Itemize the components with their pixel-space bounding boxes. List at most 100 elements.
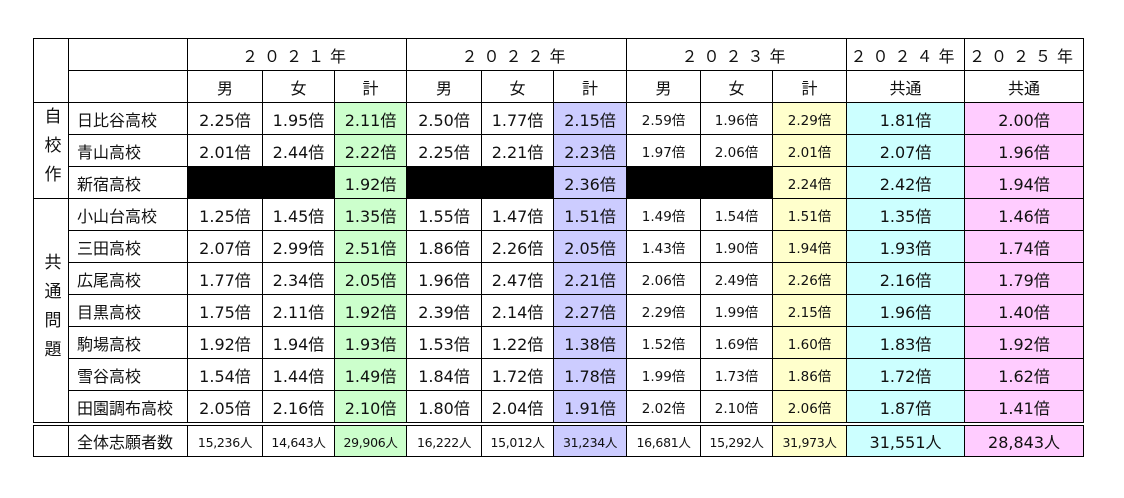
ratio-cell: 2.36倍 xyxy=(553,166,628,199)
ratio-cell: 1.99倍 xyxy=(700,294,774,327)
total-cell: 31,234人 xyxy=(553,422,628,457)
ratio-cell: 2.05倍 xyxy=(187,390,263,425)
ratio-cell: 1.49倍 xyxy=(333,358,408,391)
sub-header-row: 男女計男女計男女計共通 共通 xyxy=(34,70,1085,103)
sub-header: 男 xyxy=(187,70,263,103)
ratio-cell: 1.83倍 xyxy=(846,326,966,359)
ratio-cell: 2.39倍 xyxy=(406,294,483,327)
ratio-cell: 1.47倍 xyxy=(481,198,555,231)
total-cell: 29,906人 xyxy=(333,422,408,457)
sub-header: 計 xyxy=(333,70,408,103)
ratio-cell: 2.15倍 xyxy=(553,102,628,135)
ratio-cell: 2.24倍 xyxy=(772,166,848,199)
ratio-cell: 2.16倍 xyxy=(262,390,335,425)
ratio-cell: 1.60倍 xyxy=(772,326,848,359)
school-name: 日比谷高校 xyxy=(68,102,188,135)
ratio-cell: 1.38倍 xyxy=(553,326,628,359)
ratio-cell: 2.01倍 xyxy=(772,134,848,167)
total-cell: 15,236人 xyxy=(187,422,263,457)
ratio-cell: 2.59倍 xyxy=(626,102,702,135)
ratio-cell: 1.74倍 xyxy=(964,230,1085,263)
blank-cell xyxy=(262,166,335,199)
ratio-cell: 2.51倍 xyxy=(333,230,408,263)
ratio-cell: 1.81倍 xyxy=(846,102,966,135)
ratio-cell: 2.21倍 xyxy=(553,262,628,295)
empty-cell xyxy=(68,70,188,103)
ratio-cell: 2.99倍 xyxy=(262,230,335,263)
ratio-cell: 1.94倍 xyxy=(964,166,1085,199)
school-name: 小山台高校 xyxy=(68,198,188,231)
school-row: 三田高校 2.07倍 2.99倍 2.51倍 1.86倍 2.26倍 2.05倍 1.43倍 1… xyxy=(34,230,1085,263)
total-cell: 14,643人 xyxy=(262,422,335,457)
blank-cell xyxy=(187,166,263,199)
ratio-cell: 2.21倍 xyxy=(481,134,555,167)
ratio-cell: 2.29倍 xyxy=(772,102,848,135)
ratio-cell: 2.23倍 xyxy=(553,134,628,167)
ratio-cell: 1.86倍 xyxy=(772,358,848,391)
blank-cell xyxy=(700,166,774,199)
school-name: 広尾高校 xyxy=(68,262,188,295)
ratio-cell: 1.91倍 xyxy=(553,390,628,425)
ratio-cell: 2.44倍 xyxy=(262,134,335,167)
ratio-cell: 1.79倍 xyxy=(964,262,1085,295)
ratio-cell: 1.49倍 xyxy=(626,198,702,231)
ratio-cell: 2.25倍 xyxy=(187,102,263,135)
school-row: 自校作 日比谷高校 2.25倍 1.95倍 2.11倍 2.50倍 1.77倍 2.15倍 2.… xyxy=(33,102,1085,199)
ratio-cell: 2.42倍 xyxy=(846,166,966,199)
ratio-cell: 2.10倍 xyxy=(333,390,408,425)
ratio-cell: 2.06倍 xyxy=(772,390,848,425)
total-cell: 15,292人 xyxy=(700,422,774,457)
ratio-cell: 1.55倍 xyxy=(406,198,483,231)
school-row: 新宿高校 1.92倍 2.36倍 2.24倍 2.42倍 1.94倍 xyxy=(34,166,1085,199)
school-name: 新宿高校 xyxy=(68,166,188,199)
school-name: 目黒高校 xyxy=(68,294,188,327)
ratio-cell: 2.00倍 xyxy=(964,102,1085,135)
school-row: 駒場高校 1.92倍 1.94倍 1.93倍 1.53倍 1.22倍 1.38倍 1.52倍 1… xyxy=(34,326,1085,359)
ratio-cell: 1.96倍 xyxy=(964,134,1085,167)
school-row: 目黒高校 1.75倍 2.11倍 1.92倍 2.39倍 2.14倍 2.27倍 2.29倍 1… xyxy=(34,294,1085,327)
ratio-cell: 1.92倍 xyxy=(333,294,408,327)
table-body: ２０２１年 ２０２２年 ２０２３年 ２０２４年 ２０２５年男女計男女計男女計共通 共通 自校… xyxy=(33,38,1085,457)
total-cell: 16,222人 xyxy=(406,422,483,457)
ratio-cell: 1.78倍 xyxy=(553,358,628,391)
ratio-cell: 2.34倍 xyxy=(262,262,335,295)
school-row: 青山高校 2.01倍 2.44倍 2.22倍 2.25倍 2.21倍 2.23倍 1.97倍 2… xyxy=(34,134,1085,167)
school-row: 雪谷高校 1.54倍 1.44倍 1.49倍 1.84倍 1.72倍 1.78倍 1.99倍 1… xyxy=(34,358,1085,391)
total-cell: 28,843人 xyxy=(964,422,1085,457)
sub-header: 共通 xyxy=(964,70,1085,103)
ratio-cell: 2.25倍 xyxy=(406,134,483,167)
sub-header: 共通 xyxy=(846,70,966,103)
ratio-cell: 2.05倍 xyxy=(333,262,408,295)
ratio-cell: 1.35倍 xyxy=(333,198,408,231)
ratio-cell: 1.54倍 xyxy=(187,358,263,391)
ratio-cell: 1.40倍 xyxy=(964,294,1085,327)
ratio-cell: 1.72倍 xyxy=(481,358,555,391)
ratio-cell: 2.50倍 xyxy=(406,102,483,135)
ratio-cell: 1.62倍 xyxy=(964,358,1085,391)
ratio-cell: 1.94倍 xyxy=(262,326,335,359)
ratio-cell: 2.22倍 xyxy=(333,134,408,167)
year-header-row: ２０２１年 ２０２２年 ２０２３年 ２０２４年 ２０２５年 xyxy=(33,38,1085,103)
year-header: ２０２５年 xyxy=(964,38,1085,71)
ratio-cell: 1.35倍 xyxy=(846,198,966,231)
school-row: 共通問題 小山台高校 1.25倍 1.45倍 1.35倍 1.55倍 1.47倍 1.51倍 1… xyxy=(33,198,1085,425)
ratio-cell: 2.02倍 xyxy=(626,390,702,425)
group-label: 共通問題 xyxy=(33,198,69,425)
sub-header: 男 xyxy=(406,70,483,103)
ratio-cell: 2.11倍 xyxy=(262,294,335,327)
ratio-cell: 2.27倍 xyxy=(553,294,628,327)
ratio-cell: 2.16倍 xyxy=(846,262,966,295)
ratio-cell: 1.96倍 xyxy=(700,102,774,135)
ratio-cell: 1.75倍 xyxy=(187,294,263,327)
ratio-cell: 2.14倍 xyxy=(481,294,555,327)
ratio-table: ２０２１年 ２０２２年 ２０２３年 ２０２４年 ２０２５年男女計男女計男女計共通 共通 自校… xyxy=(33,38,1085,457)
ratio-cell: 1.92倍 xyxy=(187,326,263,359)
ratio-cell: 2.06倍 xyxy=(626,262,702,295)
ratio-cell: 1.22倍 xyxy=(481,326,555,359)
ratio-cell: 2.04倍 xyxy=(481,390,555,425)
ratio-cell: 1.96倍 xyxy=(406,262,483,295)
ratio-cell: 1.41倍 xyxy=(964,390,1085,425)
ratio-cell: 1.92倍 xyxy=(333,166,408,199)
ratio-cell: 1.99倍 xyxy=(626,358,702,391)
ratio-cell: 1.87倍 xyxy=(846,390,966,425)
